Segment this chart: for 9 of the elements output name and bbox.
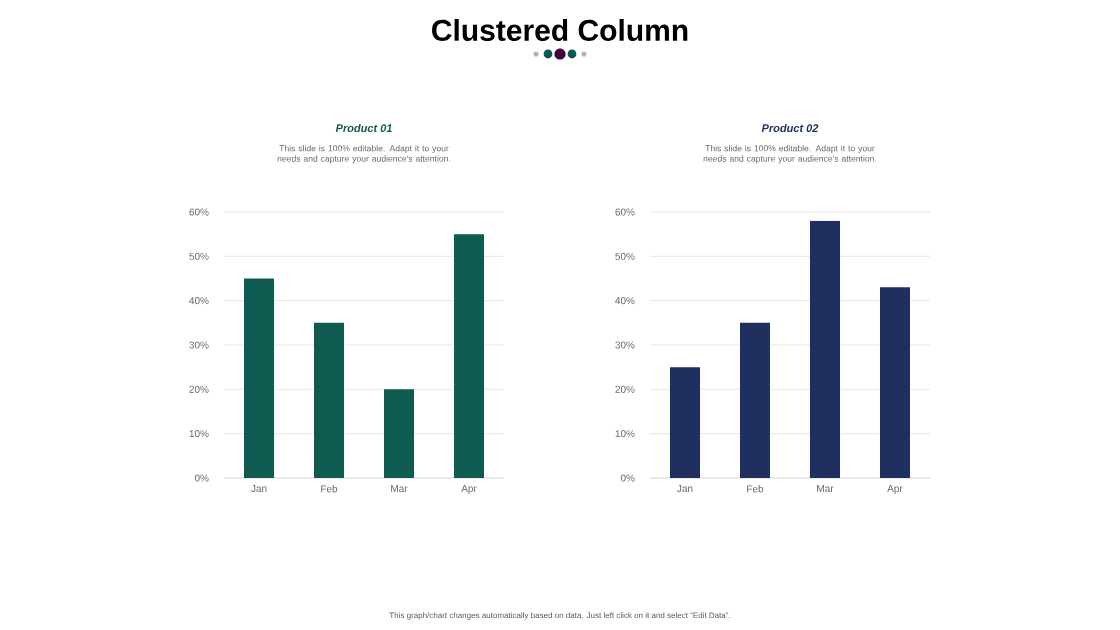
bar [384,389,414,478]
bar [454,234,484,478]
bar [879,287,910,478]
bar [740,322,770,478]
bar [244,278,275,478]
text: Clustered Column [432,18,688,41]
bar [809,220,840,478]
bar [670,367,700,478]
bar [314,322,344,478]
